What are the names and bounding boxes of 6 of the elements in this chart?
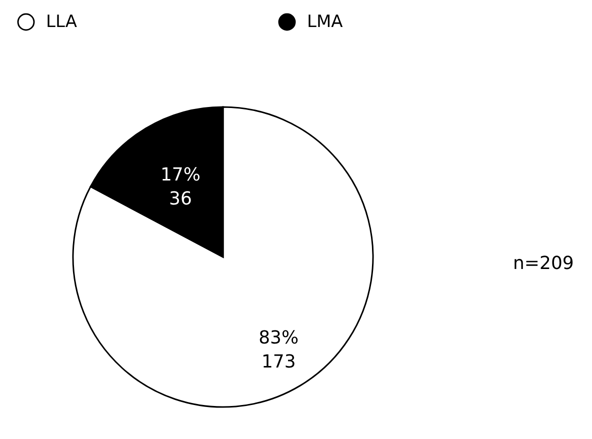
legend-label: LMA (306, 12, 343, 32)
data-label: 83% 173 (258, 328, 299, 373)
data-label: 17% 36 (160, 164, 201, 210)
legend-label: LLA (46, 12, 77, 32)
text: n=209 (513, 253, 574, 274)
pie-slice (72, 106, 374, 408)
